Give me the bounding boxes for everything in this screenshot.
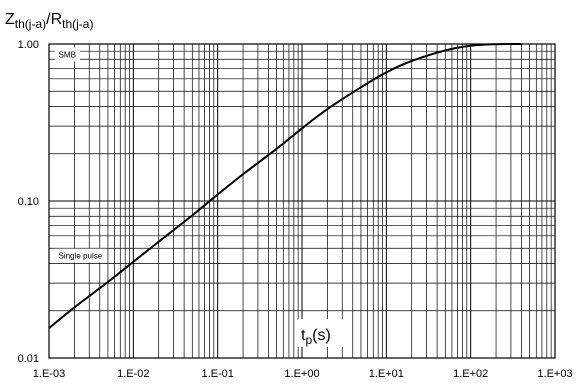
x-label-unit: (s) bbox=[312, 327, 331, 344]
annotation-bg bbox=[54, 248, 107, 263]
y-label-sub1: th(j-a) bbox=[15, 17, 46, 31]
grid-lines bbox=[48, 44, 555, 359]
y-label-sep: / bbox=[46, 11, 51, 28]
annotation-label: Single pulse bbox=[59, 252, 103, 261]
annotation-label: SMB bbox=[59, 51, 76, 60]
annotation: Single pulse bbox=[54, 248, 107, 263]
x-tick-label: 1.E+03 bbox=[537, 368, 572, 380]
series-curve bbox=[48, 43, 522, 329]
x-tick-label: 1.E-03 bbox=[33, 368, 65, 380]
x-label-main: t bbox=[301, 327, 306, 344]
annotations: SMB Single pulse bbox=[54, 47, 107, 263]
x-label-sub: p bbox=[305, 333, 312, 347]
annotation: SMB bbox=[54, 47, 80, 62]
y-tick-label: 1.00 bbox=[18, 39, 39, 51]
plot-frame bbox=[48, 43, 556, 359]
x-tick-label: 1.E+01 bbox=[369, 368, 404, 380]
tick-labels: 1.E-03 1.E-02 1.E-01 1.E+00 1.E+01 1.E+02 1.E+… bbox=[18, 39, 573, 380]
y-axis-label: Zth(j-a)/Rth(j-a) bbox=[5, 11, 93, 31]
y-label-sub2: th(j-a) bbox=[62, 17, 93, 31]
x-axis-label: tp(s) bbox=[301, 327, 331, 347]
x-tick-label: 1.E+02 bbox=[453, 368, 488, 380]
x-tick-label: 1.E+00 bbox=[284, 368, 319, 380]
y-label-main2: R bbox=[51, 11, 63, 28]
y-tick-label: 0.01 bbox=[18, 353, 39, 365]
annotation-bg bbox=[54, 47, 80, 62]
x-tick-label: 1.E-01 bbox=[201, 368, 233, 380]
y-tick-label: 0.10 bbox=[18, 196, 39, 208]
x-tick-label: 1.E-02 bbox=[117, 368, 149, 380]
y-label-main1: Z bbox=[5, 11, 15, 28]
x-axis-label-bg bbox=[297, 319, 349, 347]
